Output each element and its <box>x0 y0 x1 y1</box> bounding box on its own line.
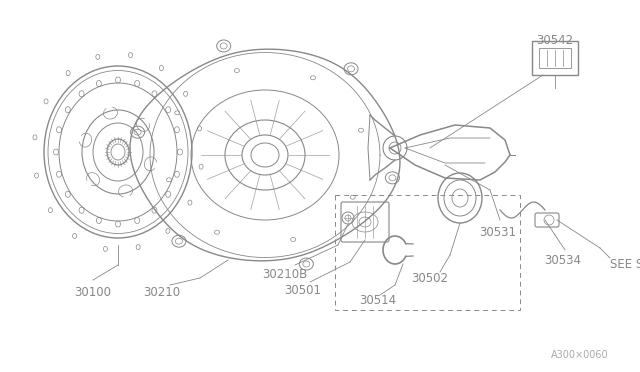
Text: 30542: 30542 <box>536 33 573 46</box>
Text: 30210B: 30210B <box>262 269 308 282</box>
Text: SEE SEC. 321: SEE SEC. 321 <box>610 259 640 272</box>
Text: 30514: 30514 <box>360 294 397 307</box>
Text: 30502: 30502 <box>412 272 449 285</box>
Text: 30100: 30100 <box>74 285 111 298</box>
Text: 30531: 30531 <box>479 225 516 238</box>
Text: 30534: 30534 <box>545 253 582 266</box>
Text: A300×0060: A300×0060 <box>551 350 609 360</box>
Text: 30501: 30501 <box>285 283 321 296</box>
Text: 30210: 30210 <box>143 285 180 298</box>
